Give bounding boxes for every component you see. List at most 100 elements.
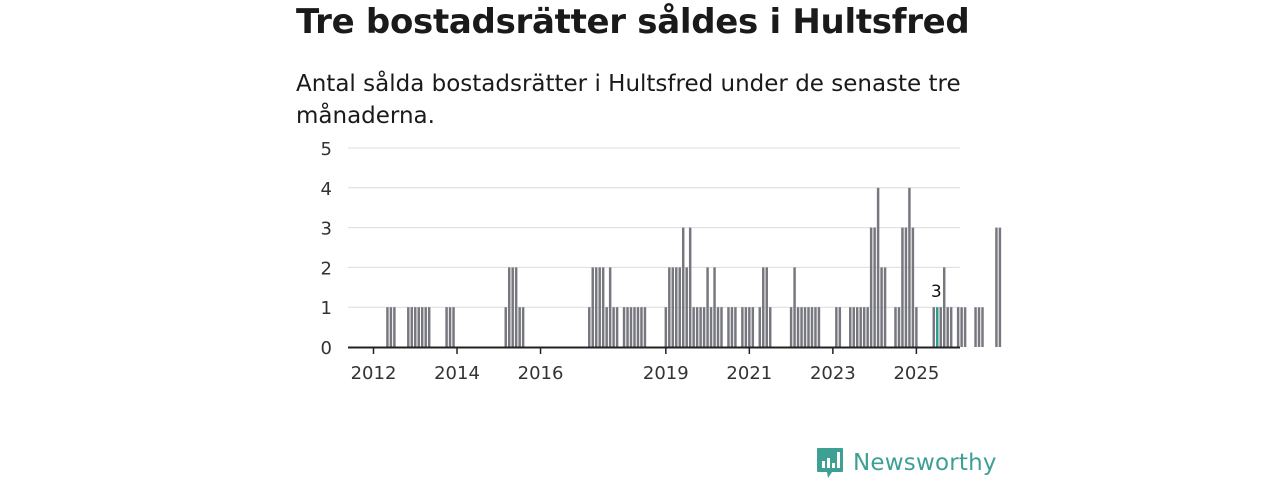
bar bbox=[768, 307, 772, 347]
bar bbox=[866, 307, 869, 347]
newsworthy-chart-bubble-icon bbox=[817, 448, 843, 478]
bar-chart: 0 1 2 3 4 5 2012 2014 2016 2019 2021 2023 2025 3 bbox=[321, 139, 1002, 384]
bar bbox=[507, 267, 511, 347]
bar bbox=[793, 267, 796, 347]
axes bbox=[348, 346, 960, 354]
x-tick-label: 2023 bbox=[810, 363, 856, 384]
x-tick-label: 2019 bbox=[643, 363, 689, 384]
bar bbox=[873, 227, 876, 347]
bar bbox=[859, 307, 862, 347]
y-tick-label: 5 bbox=[321, 139, 332, 160]
bar bbox=[849, 307, 852, 347]
newsworthy-logo: Newsworthy bbox=[815, 446, 997, 480]
bar bbox=[932, 307, 936, 347]
bar bbox=[960, 307, 963, 347]
bar bbox=[946, 307, 949, 347]
bar bbox=[588, 307, 591, 347]
bar bbox=[810, 307, 814, 347]
bar bbox=[904, 227, 908, 347]
bar bbox=[734, 307, 737, 347]
bar bbox=[643, 307, 647, 347]
bar bbox=[640, 307, 643, 347]
bar bbox=[417, 307, 420, 347]
bar bbox=[410, 307, 414, 347]
bar bbox=[407, 307, 410, 347]
bar bbox=[668, 267, 671, 347]
x-tick-label: 2021 bbox=[726, 363, 772, 384]
bar bbox=[727, 307, 730, 347]
bar bbox=[869, 227, 873, 347]
x-tick-label: 2012 bbox=[351, 363, 397, 384]
bar bbox=[852, 307, 855, 347]
bar bbox=[389, 307, 393, 347]
bar bbox=[591, 267, 594, 347]
bar bbox=[835, 307, 838, 347]
bar bbox=[511, 267, 514, 347]
chart-subtitle: Antal sålda bostadsrätter i Hultsfred un… bbox=[296, 71, 961, 129]
bar bbox=[963, 307, 967, 347]
bar bbox=[995, 227, 998, 347]
bar bbox=[803, 307, 807, 347]
bar bbox=[998, 227, 1002, 347]
bar bbox=[664, 307, 668, 347]
bar bbox=[817, 307, 821, 347]
bar bbox=[622, 307, 626, 347]
labels: 0 1 2 3 4 5 2012 2014 2016 2019 2021 2023 2025 3 bbox=[321, 139, 942, 384]
bar bbox=[608, 267, 612, 347]
bar bbox=[598, 267, 601, 347]
bar bbox=[876, 187, 880, 347]
bar bbox=[695, 307, 699, 347]
bar bbox=[942, 267, 946, 347]
bar bbox=[939, 307, 942, 347]
bar bbox=[709, 307, 713, 347]
bar bbox=[713, 267, 716, 347]
bar bbox=[762, 267, 765, 347]
gridlines bbox=[348, 147, 960, 308]
brand-name: Newsworthy bbox=[853, 450, 997, 476]
bar bbox=[671, 267, 675, 347]
bar bbox=[741, 307, 744, 347]
bar bbox=[414, 307, 417, 347]
x-tick-label: 2025 bbox=[893, 363, 939, 384]
bar bbox=[855, 307, 859, 347]
bar bbox=[974, 307, 977, 347]
data-label-latest: 3 bbox=[931, 282, 942, 302]
bar bbox=[702, 307, 706, 347]
bars bbox=[386, 187, 1002, 347]
bar bbox=[626, 307, 629, 347]
bar bbox=[636, 307, 640, 347]
bar bbox=[744, 307, 748, 347]
bar bbox=[445, 307, 448, 347]
x-tick-label: 2014 bbox=[434, 363, 480, 384]
bar bbox=[504, 307, 507, 347]
bar bbox=[911, 227, 915, 347]
bar bbox=[977, 307, 981, 347]
y-tick-label: 1 bbox=[321, 298, 332, 319]
bar bbox=[720, 307, 723, 347]
bar bbox=[880, 267, 883, 347]
y-tick-label: 2 bbox=[321, 258, 332, 279]
bar bbox=[420, 307, 424, 347]
y-tick-label: 3 bbox=[321, 219, 332, 240]
bar bbox=[915, 307, 918, 347]
bar bbox=[751, 307, 755, 347]
bar bbox=[521, 307, 525, 347]
bar bbox=[838, 307, 842, 347]
bar bbox=[393, 307, 396, 347]
bar bbox=[862, 307, 866, 347]
bar bbox=[518, 307, 521, 347]
bar bbox=[789, 307, 793, 347]
bar bbox=[629, 307, 633, 347]
bar-highlight bbox=[936, 307, 939, 347]
bar bbox=[883, 267, 887, 347]
bar bbox=[681, 227, 685, 347]
bar bbox=[748, 307, 751, 347]
bar bbox=[601, 267, 605, 347]
bar bbox=[716, 307, 720, 347]
bar bbox=[678, 267, 681, 347]
bar bbox=[427, 307, 431, 347]
bar bbox=[901, 227, 904, 347]
bar bbox=[908, 187, 911, 347]
bar bbox=[448, 307, 452, 347]
x-tick-label: 2016 bbox=[518, 363, 564, 384]
